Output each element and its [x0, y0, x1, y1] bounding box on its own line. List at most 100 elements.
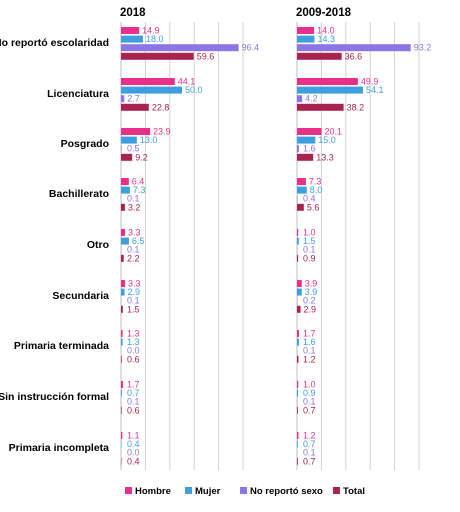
bar [121, 44, 239, 52]
bar [297, 153, 314, 161]
legend-swatch [185, 487, 192, 494]
bar [297, 35, 315, 43]
data-label: 2.9 [128, 287, 141, 297]
data-label: 3.3 [128, 279, 141, 289]
bar [297, 389, 299, 397]
bar [121, 330, 123, 337]
bar [297, 229, 299, 236]
bar [121, 288, 125, 296]
bar [121, 305, 123, 313]
legend-label: Hombre [135, 486, 171, 497]
data-label: 18.0 [146, 34, 164, 44]
bar [297, 95, 303, 103]
data-label: 3.9 [305, 287, 318, 297]
bar [297, 440, 298, 448]
bar [297, 381, 299, 388]
bar [297, 288, 302, 296]
data-label: 0.1 [303, 397, 316, 407]
bar [121, 178, 129, 185]
data-label: 1.3 [127, 337, 140, 347]
bar [297, 355, 299, 363]
bar [121, 52, 194, 60]
data-label: 1.0 [303, 380, 316, 390]
category-label: Primaria incompleta [9, 442, 110, 454]
bar [297, 52, 342, 60]
bar [297, 330, 300, 337]
data-label: 49.9 [361, 77, 379, 87]
data-label: 0.7 [303, 456, 316, 466]
data-label: 5.6 [307, 202, 320, 212]
bar [297, 338, 299, 346]
bar [121, 254, 124, 262]
bar [297, 457, 298, 465]
data-label: 0.6 [127, 354, 140, 364]
bar [121, 35, 143, 43]
data-label: 0.1 [127, 245, 140, 255]
data-label: 0.9 [303, 253, 316, 263]
bar [297, 44, 411, 52]
bar [297, 432, 299, 439]
bar [121, 136, 137, 144]
data-label: 0.7 [127, 388, 140, 398]
data-label: 3.2 [128, 202, 141, 212]
panel-title: 2009-2018 [296, 7, 352, 19]
category-label: Sin instrucción formal [0, 391, 109, 403]
data-label: 0.1 [303, 448, 316, 458]
data-label: 0.5 [127, 144, 140, 154]
data-label: 54.1 [366, 85, 384, 95]
data-label: 1.6 [303, 144, 316, 154]
bar [297, 86, 364, 94]
bar [297, 27, 315, 34]
data-label: 1.6 [303, 337, 316, 347]
bar [297, 128, 322, 135]
data-label: 1.5 [127, 304, 140, 314]
bar [297, 203, 304, 211]
bar [121, 237, 129, 245]
data-label: 36.6 [345, 51, 363, 61]
bar [121, 406, 122, 414]
bar [121, 229, 126, 236]
legend-label: Mujer [195, 486, 221, 497]
data-label: 0.4 [127, 456, 140, 466]
category-label: Otro [87, 239, 109, 251]
bar [297, 305, 301, 313]
data-label: 38.2 [347, 102, 365, 112]
bar [121, 186, 130, 194]
data-label: 0.1 [127, 194, 140, 204]
data-label: 3.9 [305, 279, 318, 289]
bar [297, 280, 302, 287]
bar [297, 178, 306, 185]
data-label: 0.1 [127, 397, 140, 407]
bar [121, 381, 124, 388]
data-label: 2.9 [304, 304, 317, 314]
bar [297, 186, 307, 194]
data-label: 0.7 [303, 405, 316, 415]
bar [121, 103, 149, 111]
data-label: 0.7 [303, 439, 316, 449]
bar [121, 27, 140, 34]
data-label: 44.1 [178, 77, 196, 87]
data-label: 6.5 [132, 236, 145, 246]
data-label: 1.2 [303, 354, 316, 364]
bar [297, 78, 358, 85]
data-label: 4.2 [305, 94, 318, 104]
data-label: 14.3 [317, 34, 335, 44]
data-label: 20.1 [325, 127, 343, 137]
data-label: 0.4 [303, 194, 316, 204]
data-label: 9.2 [135, 152, 148, 162]
legend-swatch [333, 487, 340, 494]
data-label: 15.0 [318, 135, 336, 145]
data-label: 0.2 [303, 296, 316, 306]
data-label: 0.1 [127, 296, 140, 306]
data-label: 59.6 [197, 51, 215, 61]
data-label: 3.3 [128, 228, 141, 238]
data-label: 13.0 [140, 135, 158, 145]
category-label: Licenciatura [47, 88, 109, 100]
data-label: 93.2 [414, 43, 432, 53]
bar [297, 136, 316, 144]
bar [121, 153, 133, 161]
bar [121, 280, 126, 287]
bar [297, 145, 299, 153]
legend-label: No reportó sexo [250, 486, 323, 497]
